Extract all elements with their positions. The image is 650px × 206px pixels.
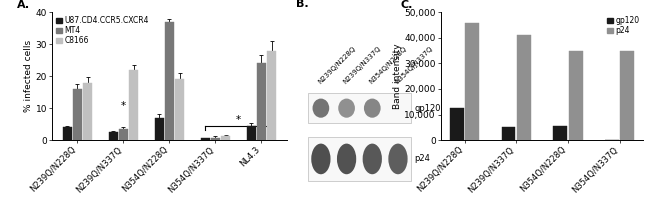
- Bar: [62, 127, 72, 140]
- Text: B.: B.: [296, 0, 308, 8]
- Bar: [308, 93, 411, 123]
- Text: A.: A.: [17, 0, 30, 10]
- Legend: gp120, p24: gp120, p24: [607, 16, 640, 35]
- Bar: [308, 137, 411, 181]
- Y-axis label: Band intensity: Band intensity: [393, 43, 402, 109]
- Bar: [553, 126, 567, 140]
- Text: N354Q/N337Q: N354Q/N337Q: [394, 45, 434, 85]
- Bar: [450, 108, 464, 140]
- Bar: [517, 35, 531, 140]
- Bar: [569, 51, 582, 140]
- Bar: [257, 63, 266, 140]
- Bar: [267, 51, 276, 140]
- Ellipse shape: [388, 144, 408, 174]
- Ellipse shape: [338, 99, 355, 118]
- Bar: [221, 136, 230, 140]
- Text: N239Q/N337Q: N239Q/N337Q: [343, 45, 382, 85]
- Bar: [73, 89, 82, 140]
- Bar: [165, 22, 174, 140]
- Bar: [502, 127, 515, 140]
- Ellipse shape: [313, 99, 330, 118]
- Ellipse shape: [311, 144, 330, 174]
- Text: *: *: [236, 115, 241, 125]
- Text: *: *: [121, 101, 126, 111]
- Bar: [119, 129, 128, 140]
- Text: N239Q/N228Q: N239Q/N228Q: [317, 45, 356, 85]
- Bar: [109, 132, 118, 140]
- Legend: U87.CD4.CCR5.CXCR4, MT4, C8166: U87.CD4.CCR5.CXCR4, MT4, C8166: [56, 16, 149, 46]
- Bar: [129, 70, 138, 140]
- Text: N354Q/N228Q: N354Q/N228Q: [368, 46, 408, 85]
- Bar: [211, 138, 220, 140]
- Bar: [201, 138, 210, 140]
- Ellipse shape: [363, 144, 382, 174]
- Bar: [155, 118, 164, 140]
- Ellipse shape: [337, 144, 356, 174]
- Text: p24: p24: [415, 154, 430, 163]
- Bar: [175, 80, 184, 140]
- Bar: [620, 51, 634, 140]
- Text: C.: C.: [400, 0, 413, 10]
- Bar: [465, 23, 479, 140]
- Text: gp120: gp120: [415, 104, 441, 113]
- Ellipse shape: [364, 99, 381, 118]
- Y-axis label: % infected cells: % infected cells: [24, 40, 33, 112]
- Bar: [247, 126, 256, 140]
- Bar: [83, 83, 92, 140]
